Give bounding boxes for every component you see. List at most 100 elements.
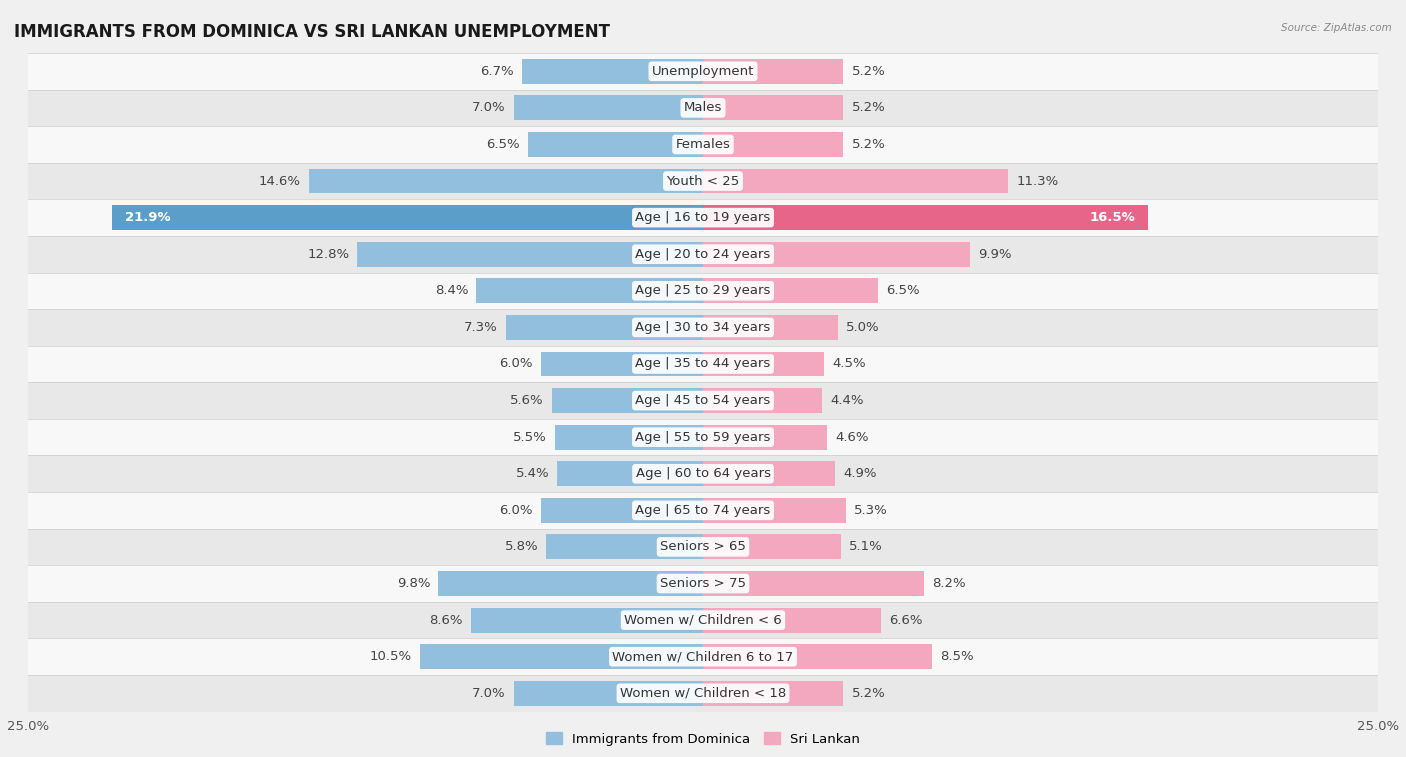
Bar (28, 382, 1378, 419)
Text: Males: Males (683, 101, 723, 114)
Text: 6.7%: 6.7% (481, 65, 515, 78)
Bar (515, 681, 703, 706)
Text: Age | 16 to 19 years: Age | 16 to 19 years (636, 211, 770, 224)
Text: Women w/ Children 6 to 17: Women w/ Children 6 to 17 (613, 650, 793, 663)
Text: Age | 65 to 74 years: Age | 65 to 74 years (636, 504, 770, 517)
Text: 5.4%: 5.4% (516, 467, 550, 480)
Text: 11.3%: 11.3% (1017, 175, 1059, 188)
Bar (439, 571, 703, 596)
Text: Seniors > 75: Seniors > 75 (659, 577, 747, 590)
Text: 7.0%: 7.0% (472, 687, 506, 699)
Text: 4.4%: 4.4% (830, 394, 863, 407)
Bar (557, 461, 703, 486)
Bar (28, 236, 1378, 273)
Text: 9.8%: 9.8% (396, 577, 430, 590)
Bar (703, 498, 846, 523)
Bar (28, 528, 1378, 565)
Text: 5.2%: 5.2% (852, 65, 886, 78)
Bar (28, 638, 1378, 675)
Bar (28, 273, 1378, 309)
Bar (547, 534, 703, 559)
Bar (703, 534, 841, 559)
Text: 8.2%: 8.2% (932, 577, 966, 590)
Bar (28, 126, 1378, 163)
Bar (703, 644, 932, 669)
Bar (28, 89, 1378, 126)
Bar (703, 351, 824, 376)
Text: Age | 55 to 59 years: Age | 55 to 59 years (636, 431, 770, 444)
Bar (703, 95, 844, 120)
Text: 16.5%: 16.5% (1090, 211, 1135, 224)
Text: 14.6%: 14.6% (259, 175, 301, 188)
Bar (703, 205, 1149, 230)
Bar (471, 608, 703, 633)
Text: Age | 60 to 64 years: Age | 60 to 64 years (636, 467, 770, 480)
Bar (541, 351, 703, 376)
Text: Age | 35 to 44 years: Age | 35 to 44 years (636, 357, 770, 370)
Text: Women w/ Children < 6: Women w/ Children < 6 (624, 614, 782, 627)
Text: 6.6%: 6.6% (889, 614, 922, 627)
Text: 12.8%: 12.8% (308, 248, 349, 260)
Bar (28, 199, 1378, 236)
Bar (28, 492, 1378, 528)
Bar (28, 602, 1378, 638)
Text: 5.0%: 5.0% (846, 321, 880, 334)
Text: 5.2%: 5.2% (852, 101, 886, 114)
Bar (28, 346, 1378, 382)
Bar (703, 425, 827, 450)
Bar (28, 309, 1378, 346)
Bar (703, 59, 844, 84)
Bar (28, 53, 1378, 89)
Text: 5.3%: 5.3% (855, 504, 889, 517)
Bar (309, 169, 703, 194)
Bar (477, 279, 703, 304)
Text: 10.5%: 10.5% (370, 650, 412, 663)
Bar (527, 132, 703, 157)
Text: 5.5%: 5.5% (513, 431, 547, 444)
Text: Females: Females (675, 138, 731, 151)
Bar (703, 132, 844, 157)
Text: 5.2%: 5.2% (852, 138, 886, 151)
Bar (506, 315, 703, 340)
Bar (419, 644, 703, 669)
Bar (28, 419, 1378, 456)
Text: 6.5%: 6.5% (887, 285, 920, 298)
Bar (703, 169, 1008, 194)
Text: 4.9%: 4.9% (844, 467, 877, 480)
Bar (522, 59, 703, 84)
Bar (703, 388, 821, 413)
Text: Women w/ Children < 18: Women w/ Children < 18 (620, 687, 786, 699)
Text: 5.6%: 5.6% (510, 394, 544, 407)
Text: 4.6%: 4.6% (835, 431, 869, 444)
Legend: Immigrants from Dominica, Sri Lankan: Immigrants from Dominica, Sri Lankan (541, 727, 865, 751)
Text: 8.5%: 8.5% (941, 650, 974, 663)
Text: Seniors > 65: Seniors > 65 (659, 540, 747, 553)
Bar (703, 461, 835, 486)
Text: 9.9%: 9.9% (979, 248, 1012, 260)
Text: 8.4%: 8.4% (434, 285, 468, 298)
Text: 6.5%: 6.5% (486, 138, 519, 151)
Bar (28, 675, 1378, 712)
Bar (703, 241, 970, 266)
Bar (28, 456, 1378, 492)
Text: 6.0%: 6.0% (499, 357, 533, 370)
Text: 7.0%: 7.0% (472, 101, 506, 114)
Bar (515, 95, 703, 120)
Text: Source: ZipAtlas.com: Source: ZipAtlas.com (1281, 23, 1392, 33)
Bar (703, 608, 882, 633)
Text: IMMIGRANTS FROM DOMINICA VS SRI LANKAN UNEMPLOYMENT: IMMIGRANTS FROM DOMINICA VS SRI LANKAN U… (14, 23, 610, 41)
Text: Age | 20 to 24 years: Age | 20 to 24 years (636, 248, 770, 260)
Bar (703, 681, 844, 706)
Text: 5.2%: 5.2% (852, 687, 886, 699)
Bar (541, 498, 703, 523)
Text: 5.1%: 5.1% (849, 540, 883, 553)
Bar (28, 163, 1378, 199)
Bar (357, 241, 703, 266)
Text: Age | 30 to 34 years: Age | 30 to 34 years (636, 321, 770, 334)
Bar (703, 279, 879, 304)
Text: 8.6%: 8.6% (429, 614, 463, 627)
Text: Unemployment: Unemployment (652, 65, 754, 78)
Text: 6.0%: 6.0% (499, 504, 533, 517)
Text: 21.9%: 21.9% (125, 211, 172, 224)
Text: Age | 25 to 29 years: Age | 25 to 29 years (636, 285, 770, 298)
